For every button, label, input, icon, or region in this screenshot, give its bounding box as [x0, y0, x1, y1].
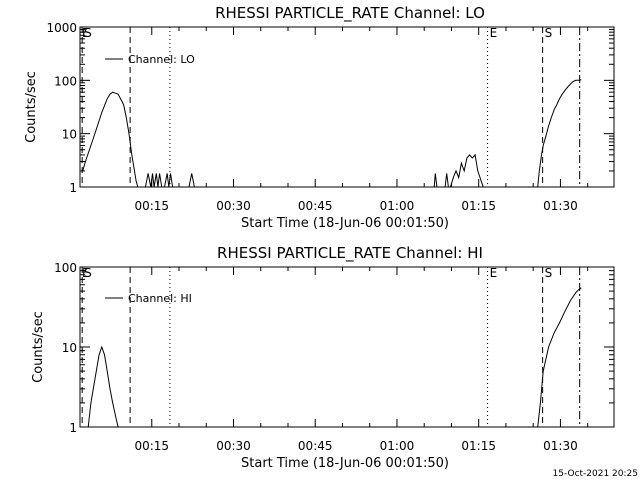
plot-frame-hi	[79, 266, 615, 428]
y-axis-label-hi: Counts/sec	[31, 311, 46, 383]
y-tick-label: 1	[69, 421, 77, 435]
series-lo	[82, 79, 582, 188]
y-tick-label: 100	[54, 74, 77, 88]
series-line	[82, 79, 582, 188]
y-tick-label: 100	[54, 261, 77, 275]
panel-lo: RHESSI PARTICLE_RATE Channel: LO Counts/…	[24, 4, 615, 231]
event-marker-label: S	[84, 26, 92, 40]
chart-title-hi: RHESSI PARTICLE_RATE Channel: HI	[217, 244, 483, 263]
legend-label-hi: Channel: HI	[128, 292, 192, 305]
y-tick-label: 10	[62, 128, 77, 142]
event-marker-label: E	[82, 26, 90, 40]
legend-label-lo: Channel: LO	[128, 53, 195, 66]
chart-title-lo: RHESSI PARTICLE_RATE Channel: LO	[215, 4, 485, 23]
x-tick-label: 01:00	[380, 199, 415, 213]
y-tick-label: 1	[69, 181, 77, 195]
panel-hi: RHESSI PARTICLE_RATE Channel: HI Counts/…	[31, 244, 615, 471]
event-marker-label: S	[84, 266, 92, 280]
x-axis-label-lo: Start Time (18-Jun-06 00:01:50)	[241, 216, 449, 231]
x-tick-label: 00:45	[298, 439, 333, 453]
x-tick-label: 01:15	[461, 439, 496, 453]
x-tick-label: 00:15	[134, 199, 169, 213]
plot-frame-lo	[79, 26, 615, 188]
footer-timestamp: 15-Oct-2021 20:25	[553, 469, 638, 479]
y-tick-label: 10	[62, 341, 77, 355]
series-hi	[87, 287, 582, 428]
x-tick-label: 01:15	[461, 199, 496, 213]
x-tick-label: 01:00	[380, 439, 415, 453]
y-axis-label-lo: Counts/sec	[24, 71, 39, 143]
event-marker-label: E	[490, 266, 498, 280]
x-axis-label-hi: Start Time (18-Jun-06 00:01:50)	[241, 456, 449, 471]
axis-ticks-hi: 00:15 00:30 00:45 01:00 01:15 01:30 1 10 100	[54, 261, 614, 453]
event-markers-hi: ES E S	[79, 266, 581, 427]
x-tick-label: 00:15	[134, 439, 169, 453]
event-marker-label: E	[490, 26, 498, 40]
event-marker-label: E	[82, 266, 90, 280]
x-tick-label: 00:45	[298, 199, 333, 213]
x-tick-label: 00:30	[216, 199, 251, 213]
event-markers-lo: ES E S	[79, 26, 581, 187]
axis-ticks-lo: 00:15 00:30 00:45 01:00 01:15 01:30 1 10 100 1000	[46, 21, 614, 213]
x-tick-label: 00:30	[216, 439, 251, 453]
y-tick-label: 1000	[46, 21, 77, 35]
x-tick-label: 01:30	[543, 439, 578, 453]
series-line	[87, 287, 582, 428]
x-tick-label: 01:30	[543, 199, 578, 213]
event-marker-label: S	[545, 266, 553, 280]
event-marker-label: S	[545, 26, 553, 40]
